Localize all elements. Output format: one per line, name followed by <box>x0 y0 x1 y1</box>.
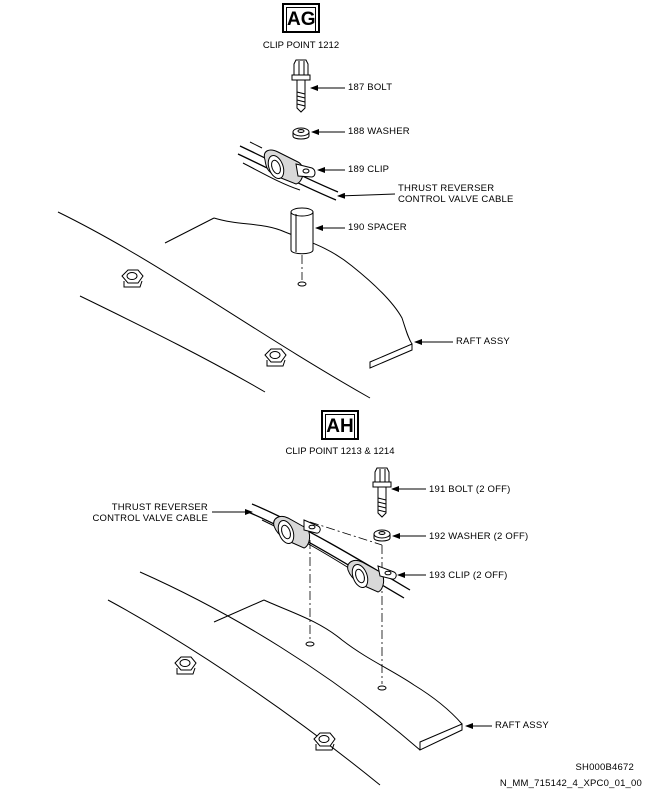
callout-cable-ah-line1: THRUST REVERSER <box>111 502 208 513</box>
callout-189-clip: 189 CLIP <box>348 164 390 175</box>
callout-raft-assy-ah: RAFT ASSY <box>495 720 549 731</box>
view-tag-ah-label: AH <box>325 414 355 440</box>
clip-189 <box>263 149 316 185</box>
callout-187-bolt: 187 BOLT <box>348 82 393 93</box>
raft-nut-ah-1 <box>174 656 197 675</box>
callout-190-spacer: 190 SPACER <box>348 222 407 233</box>
callout-raft-assy-ag: RAFT ASSY <box>456 336 510 347</box>
raft-assy-ag <box>57 211 413 399</box>
raft-nut-ag-2 <box>264 348 287 367</box>
view-tag-ag-label: AG <box>286 7 316 33</box>
raft-nut-ah-2 <box>313 732 336 751</box>
mounting-hole-ag <box>297 281 307 287</box>
view-tag-ah: AH <box>321 410 359 440</box>
callout-192-washer: 192 WASHER (2 OFF) <box>429 531 529 542</box>
clip-193-b <box>347 559 397 593</box>
clip-point-caption-ah: CLIP POINT 1213 & 1214 <box>285 446 395 457</box>
mounting-hole-ah-1 <box>305 641 315 647</box>
figure-reference: N_MM_715142_4_XPC0_01_00 <box>499 778 642 789</box>
cable-ah <box>247 503 411 599</box>
bolt-191 <box>372 467 392 518</box>
callout-191-bolt: 191 BOLT (2 OFF) <box>429 484 511 495</box>
mounting-hole-ah-2 <box>377 685 387 691</box>
view-ag-drawing <box>57 59 453 399</box>
clip-point-caption-ag: CLIP POINT 1212 <box>262 40 340 51</box>
callout-cable-ah-line2: CONTROL VALVE CABLE <box>92 513 208 524</box>
callout-cable-ag-line1: THRUST REVERSER <box>398 183 495 194</box>
washer-192 <box>373 529 391 542</box>
sheet-id: SH000B4672 <box>575 762 634 773</box>
callout-cable-ag-line2: CONTROL VALVE CABLE <box>398 194 514 205</box>
view-ah-drawing <box>107 467 492 786</box>
callout-193-clip: 193 CLIP (2 OFF) <box>429 570 508 581</box>
bolt-187 <box>291 59 311 113</box>
washer-188 <box>292 127 310 140</box>
callout-188-washer: 188 WASHER <box>348 126 410 137</box>
raft-nut-ag-1 <box>121 269 144 288</box>
view-tag-ag: AG <box>282 3 320 33</box>
raft-assy-ah <box>107 571 463 786</box>
spacer-190 <box>290 207 314 255</box>
clip-193-a <box>273 515 321 549</box>
